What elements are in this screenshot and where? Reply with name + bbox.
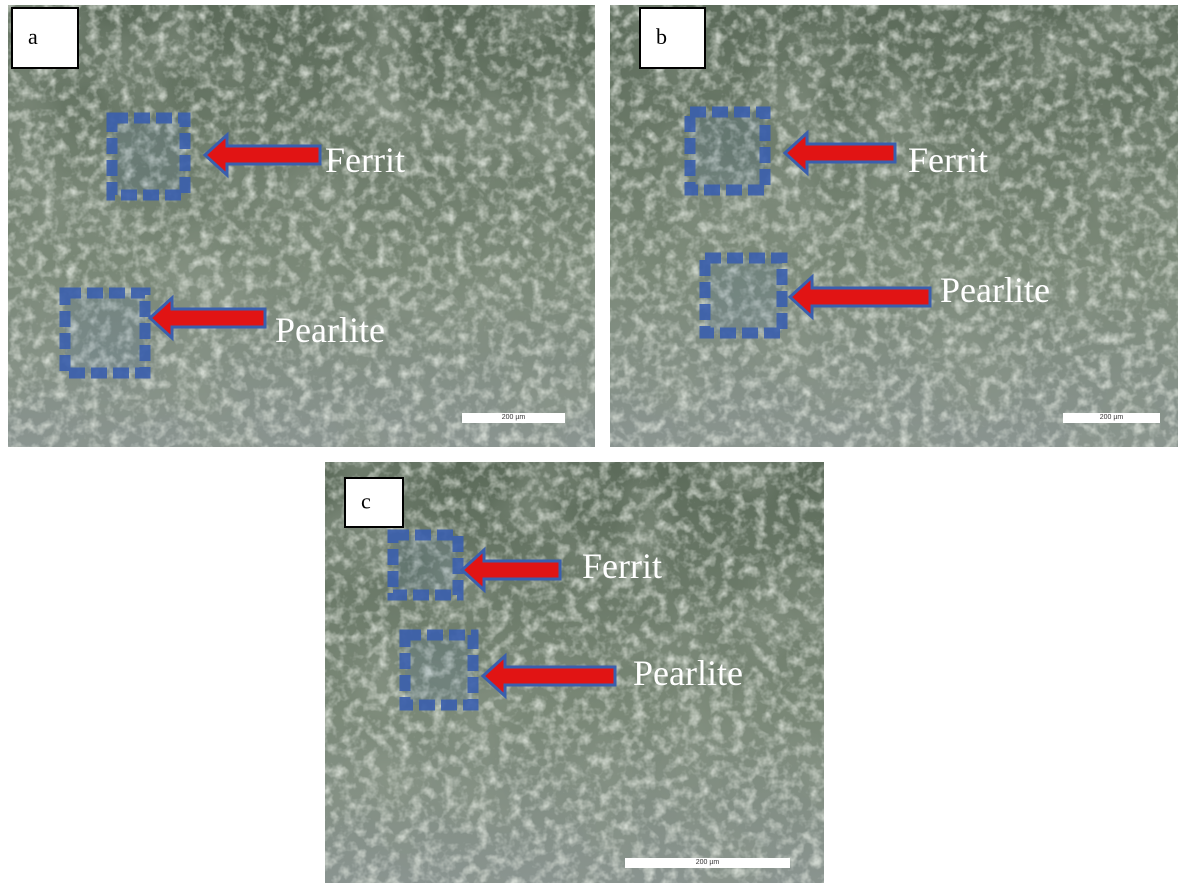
annotation-label: Pearlite <box>633 653 743 693</box>
annotation-label: Pearlite <box>275 310 385 350</box>
annotation-label: Pearlite <box>940 270 1050 310</box>
scale-bar-label: 200 µm <box>502 414 526 421</box>
annotation-label: Ferrit <box>325 140 405 180</box>
region-marker <box>690 112 765 190</box>
region-marker <box>65 293 145 373</box>
label-box <box>640 8 705 68</box>
panel-label: c <box>361 489 371 514</box>
scale-bar-label: 200 µm <box>1100 414 1124 421</box>
label-box <box>12 8 78 68</box>
micrograph-grain <box>8 5 595 447</box>
annotation-label: Ferrit <box>908 140 988 180</box>
page: {"panels": [ {"label": "a", "annotations… <box>0 0 1181 885</box>
region-marker <box>405 635 473 705</box>
figure: a Ferrit Pearlite 200 µm b Ferrit Pearlite 200 … <box>0 0 1181 885</box>
region-marker <box>393 535 458 595</box>
micrograph-panel: b Ferrit Pearlite 200 µm <box>610 5 1178 447</box>
annotation-label: Ferrit <box>582 546 662 586</box>
scale-bar-label: 200 µm <box>696 859 720 866</box>
panel-label: b <box>656 24 667 49</box>
region-marker <box>112 118 185 195</box>
micrograph-panel: c Ferrit Pearlite 200 µm <box>325 462 824 883</box>
region-marker <box>705 258 782 333</box>
panel-label: a <box>28 24 38 49</box>
micrograph-panel: a Ferrit Pearlite 200 µm <box>8 5 595 447</box>
micrograph-grain <box>610 5 1178 447</box>
label-box <box>345 478 403 527</box>
